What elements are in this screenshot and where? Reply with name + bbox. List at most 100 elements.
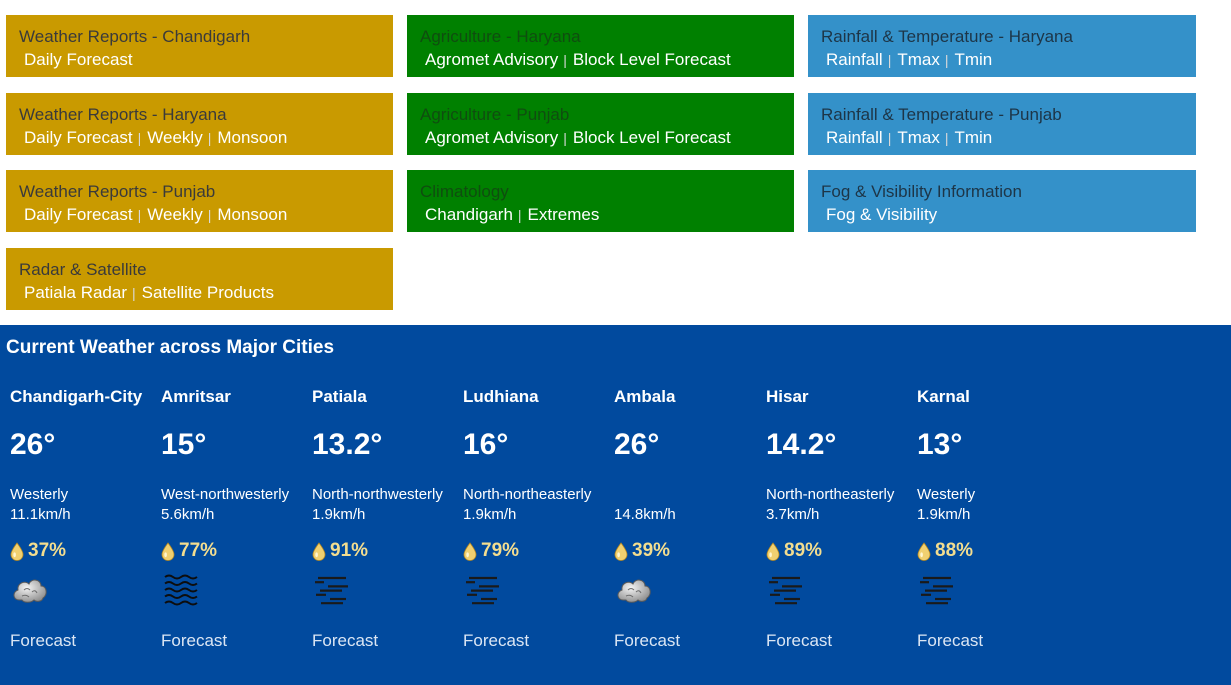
- tile-weather-reports-chandigarh: Weather Reports - Chandigarh Daily Forec…: [6, 15, 393, 77]
- city-card: Hisar 14.2° North-northeasterly 3.7km/h 89% F…: [766, 387, 916, 650]
- city-name: Ludhiana: [463, 387, 539, 406]
- city-name: Amritsar: [161, 387, 231, 406]
- city-name: Hisar: [766, 387, 809, 406]
- city-name: Patiala: [312, 387, 367, 406]
- tile-links: Rainfall | Tmax | Tmin: [821, 50, 1196, 70]
- water-drop-icon: [766, 541, 784, 561]
- wind-direction: North-northeasterly: [463, 486, 592, 503]
- haze-icon: [766, 570, 806, 610]
- city-temperature: 13°: [917, 428, 963, 461]
- link-rainfall[interactable]: Rainfall: [826, 50, 883, 69]
- forecast-link[interactable]: Forecast: [917, 631, 984, 650]
- tile-links: Chandigarh | Extremes: [420, 205, 794, 225]
- tile-agriculture-haryana: Agriculture - Haryana Agromet Advisory | B…: [407, 15, 794, 77]
- humidity-value: 88%: [935, 540, 974, 561]
- link-chandigarh[interactable]: Chandigarh: [425, 205, 513, 224]
- humidity: 91%: [312, 540, 462, 562]
- mist-icon: [161, 570, 201, 610]
- link-fog-visibility[interactable]: Fog & Visibility: [826, 205, 938, 224]
- tile-title: Weather Reports - Haryana: [19, 105, 227, 124]
- tile-weather-reports-haryana: Weather Reports - Haryana Daily Forecast…: [6, 93, 393, 155]
- link-separator: |: [517, 207, 522, 223]
- forecast-link[interactable]: Forecast: [161, 631, 228, 650]
- link-separator: |: [887, 52, 892, 68]
- water-drop-icon: [161, 541, 179, 561]
- link-satellite-products[interactable]: Satellite Products: [141, 283, 274, 302]
- humidity: 39%: [614, 540, 764, 562]
- city-temperature: 26°: [614, 428, 660, 461]
- forecast-link[interactable]: Forecast: [312, 631, 379, 650]
- city-name: Karnal: [917, 387, 970, 406]
- tile-agriculture-punjab: Agriculture - Punjab Agromet Advisory | Bl…: [407, 93, 794, 155]
- link-tmax[interactable]: Tmax: [897, 50, 940, 69]
- wind-direction: Westerly: [917, 486, 976, 503]
- link-rainfall[interactable]: Rainfall: [826, 128, 883, 147]
- wind-speed: 1.9km/h: [463, 506, 517, 523]
- city-name: Chandigarh-City: [10, 387, 143, 406]
- link-agromet-advisory[interactable]: Agromet Advisory: [425, 128, 559, 147]
- city-temperature: 13.2°: [312, 428, 383, 461]
- link-tmax[interactable]: Tmax: [897, 128, 940, 147]
- link-block-level-forecast[interactable]: Block Level Forecast: [572, 128, 731, 147]
- link-monsoon[interactable]: Monsoon: [217, 128, 288, 147]
- humidity: 88%: [917, 540, 1067, 562]
- tile-title: Radar & Satellite: [19, 260, 147, 279]
- tile-weather-reports-punjab: Weather Reports - Punjab Daily Forecast |…: [6, 170, 393, 232]
- tile-title: Rainfall & Temperature - Punjab: [821, 105, 1062, 124]
- link-block-level-forecast[interactable]: Block Level Forecast: [572, 50, 731, 69]
- tile-title: Agriculture - Haryana: [420, 27, 581, 46]
- tile-title: Weather Reports - Punjab: [19, 182, 216, 201]
- link-weekly[interactable]: Weekly: [147, 205, 203, 224]
- water-drop-icon: [614, 541, 632, 561]
- water-drop-icon: [917, 541, 935, 561]
- city-card: Ludhiana 16° North-northeasterly 1.9km/h 79%…: [463, 387, 613, 650]
- water-drop-icon: [10, 541, 28, 561]
- tile-links: Agromet Advisory | Block Level Forecast: [420, 128, 794, 148]
- link-separator: |: [563, 130, 567, 146]
- link-patiala-radar[interactable]: Patiala Radar: [24, 283, 128, 302]
- haze-icon: [312, 570, 352, 610]
- wind-direction: Westerly: [10, 486, 69, 503]
- humidity: 79%: [463, 540, 613, 562]
- cloud-icon: [614, 570, 654, 610]
- tile-rainfall-temperature-punjab: Rainfall & Temperature - Punjab Rainfall…: [808, 93, 1196, 155]
- link-separator: |: [132, 285, 136, 301]
- city-temperature: 15°: [161, 428, 207, 461]
- tile-links: Patiala Radar | Satellite Products: [19, 283, 393, 303]
- wind-direction: North-northeasterly: [766, 486, 895, 503]
- cloud-icon: [10, 570, 50, 610]
- link-tmin[interactable]: Tmin: [954, 128, 993, 147]
- tile-links: Fog & Visibility: [821, 205, 1196, 225]
- link-tmin[interactable]: Tmin: [954, 50, 993, 69]
- city-name: Ambala: [614, 387, 676, 406]
- wind-speed: 11.1km/h: [10, 506, 71, 523]
- link-extremes[interactable]: Extremes: [527, 205, 600, 224]
- wind-speed: 14.8km/h: [614, 506, 676, 523]
- forecast-link[interactable]: Forecast: [614, 631, 681, 650]
- link-separator: |: [207, 130, 212, 146]
- tile-links: Rainfall | Tmax | Tmin: [821, 128, 1196, 148]
- tile-climatology: Climatology Chandigarh | Extremes: [407, 170, 794, 232]
- link-daily-forecast[interactable]: Daily Forecast: [24, 128, 133, 147]
- link-weekly[interactable]: Weekly: [147, 128, 203, 147]
- tile-title: Weather Reports - Chandigarh: [19, 27, 251, 46]
- city-card: Karnal 13° Westerly 1.9km/h 88% Forecast: [917, 387, 1067, 650]
- humidity-value: 39%: [632, 540, 671, 561]
- link-daily-forecast[interactable]: Daily Forecast: [24, 50, 133, 69]
- link-separator: |: [887, 130, 892, 146]
- humidity-value: 77%: [179, 540, 218, 561]
- link-agromet-advisory[interactable]: Agromet Advisory: [425, 50, 559, 69]
- forecast-link[interactable]: Forecast: [10, 631, 77, 650]
- wind-speed: 1.9km/h: [312, 506, 366, 523]
- city-temperature: 14.2°: [766, 428, 837, 461]
- link-separator: |: [563, 52, 567, 68]
- forecast-link[interactable]: Forecast: [463, 631, 530, 650]
- link-monsoon[interactable]: Monsoon: [217, 205, 288, 224]
- forecast-link[interactable]: Forecast: [766, 631, 833, 650]
- wind-speed: 3.7km/h: [766, 506, 820, 523]
- link-separator: |: [944, 52, 949, 68]
- link-separator: |: [207, 207, 212, 223]
- tile-title: Climatology: [420, 182, 509, 201]
- link-daily-forecast[interactable]: Daily Forecast: [24, 205, 133, 224]
- link-separator: |: [944, 130, 949, 146]
